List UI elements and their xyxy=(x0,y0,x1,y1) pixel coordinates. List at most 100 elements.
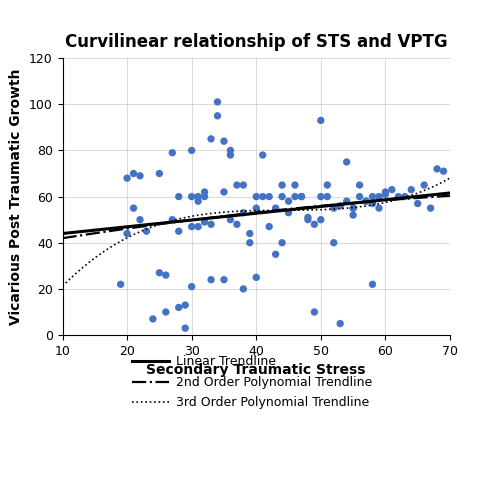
Point xyxy=(375,204,383,212)
Point xyxy=(258,151,266,159)
Point xyxy=(200,188,208,196)
Point xyxy=(291,181,299,189)
Point xyxy=(188,283,196,290)
Point xyxy=(214,98,222,106)
Point xyxy=(310,308,318,316)
Point xyxy=(375,193,383,200)
Point xyxy=(246,239,254,247)
Point xyxy=(123,229,131,237)
Point xyxy=(136,216,144,224)
Point xyxy=(226,216,234,224)
Point xyxy=(181,301,189,309)
Point xyxy=(233,220,241,228)
Point xyxy=(233,181,241,189)
Point xyxy=(207,135,215,143)
Point xyxy=(240,209,248,217)
Point xyxy=(194,193,202,200)
Point xyxy=(226,147,234,154)
Title: Curvilinear relationship of STS and VPTG: Curvilinear relationship of STS and VPTG xyxy=(65,33,448,51)
Point xyxy=(401,193,409,200)
Point xyxy=(394,193,402,200)
Point xyxy=(220,188,228,196)
Point xyxy=(324,193,332,200)
Point xyxy=(246,229,254,237)
Point xyxy=(284,197,292,205)
Point xyxy=(272,250,280,258)
Point xyxy=(194,223,202,230)
Point xyxy=(433,165,441,173)
Point xyxy=(116,280,124,288)
Point xyxy=(324,181,332,189)
Point xyxy=(368,280,376,288)
Point xyxy=(156,169,164,177)
Point xyxy=(382,190,390,198)
Point xyxy=(149,315,157,323)
Point xyxy=(317,216,325,224)
Point xyxy=(342,197,350,205)
Point xyxy=(356,181,364,189)
Point xyxy=(298,193,306,200)
Y-axis label: Vicarious Post Traumatic Growth: Vicarious Post Traumatic Growth xyxy=(10,68,24,325)
Point xyxy=(349,211,357,219)
Point xyxy=(130,204,138,212)
Point xyxy=(388,186,396,194)
Point xyxy=(252,204,260,212)
Point xyxy=(214,112,222,120)
X-axis label: Secondary Traumatic Stress: Secondary Traumatic Stress xyxy=(146,363,366,378)
Point xyxy=(330,204,338,212)
Point xyxy=(426,204,434,212)
Point xyxy=(156,269,164,277)
Point xyxy=(175,193,183,200)
Point xyxy=(188,193,196,200)
Point xyxy=(304,213,312,221)
Point xyxy=(162,271,170,279)
Point xyxy=(168,216,176,224)
Point xyxy=(356,193,364,200)
Point xyxy=(123,174,131,182)
Point xyxy=(407,186,415,194)
Point xyxy=(368,193,376,200)
Point xyxy=(194,197,202,205)
Point xyxy=(130,169,138,177)
Point xyxy=(258,193,266,200)
Point xyxy=(382,188,390,196)
Point xyxy=(207,276,215,284)
Point xyxy=(220,276,228,284)
Point xyxy=(226,151,234,159)
Point xyxy=(168,149,176,157)
Point xyxy=(310,220,318,228)
Point xyxy=(207,220,215,228)
Point xyxy=(278,193,286,200)
Point xyxy=(188,223,196,230)
Point xyxy=(272,204,280,212)
Point xyxy=(252,193,260,200)
Point xyxy=(336,320,344,328)
Point xyxy=(317,117,325,124)
Point xyxy=(265,223,273,230)
Point xyxy=(278,239,286,247)
Point xyxy=(220,137,228,145)
Legend: Linear Trendline, 2nd Order Polynomial Trendline, 3rd Order Polynomial Trendline: Linear Trendline, 2nd Order Polynomial T… xyxy=(127,350,377,414)
Point xyxy=(252,273,260,281)
Point xyxy=(200,193,208,200)
Point xyxy=(136,172,144,180)
Point xyxy=(304,216,312,224)
Point xyxy=(200,218,208,226)
Point xyxy=(349,204,357,212)
Point xyxy=(362,197,370,205)
Point xyxy=(291,193,299,200)
Point xyxy=(414,199,422,207)
Point xyxy=(162,308,170,316)
Point xyxy=(298,193,306,200)
Point xyxy=(188,147,196,154)
Point xyxy=(420,181,428,189)
Point xyxy=(317,193,325,200)
Point xyxy=(362,197,370,205)
Point xyxy=(175,303,183,311)
Point xyxy=(368,199,376,207)
Point xyxy=(342,158,350,166)
Point xyxy=(336,202,344,210)
Point xyxy=(278,181,286,189)
Point xyxy=(175,227,183,235)
Point xyxy=(240,181,248,189)
